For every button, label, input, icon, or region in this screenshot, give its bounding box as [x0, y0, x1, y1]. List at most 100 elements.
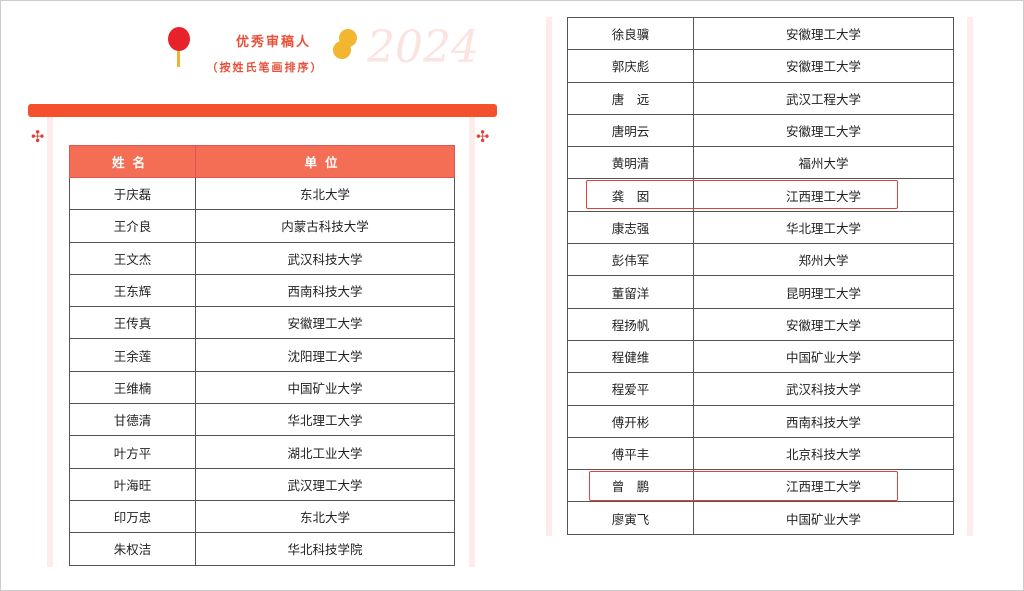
cell-name: 程健维	[567, 339, 694, 374]
cell-unit: 武汉科技大学	[693, 372, 954, 406]
table-row: 程健维 中国矿业大学	[567, 339, 954, 374]
cell-name: 廖寅飞	[567, 501, 694, 535]
table-row: 彭伟军 郑州大学	[567, 243, 954, 277]
scroll-banner-bar	[28, 104, 497, 117]
table-row: 王介良 内蒙古科技大学	[69, 209, 455, 243]
cell-name: 曾 鹏	[567, 469, 694, 503]
chinese-knot-icon: ✣	[476, 127, 490, 146]
cell-name: 唐 远	[567, 81, 694, 115]
table-row: 康志强 华北理工大学	[567, 210, 954, 245]
table-row: 徐良骥 安徽理工大学	[567, 16, 954, 51]
cell-name: 叶方平	[69, 435, 196, 469]
cell-unit: 郑州大学	[693, 243, 954, 277]
right-pole	[469, 117, 475, 567]
cell-name: 唐明云	[567, 113, 694, 148]
table-row: 董留洋 昆明理工大学	[567, 275, 954, 309]
cell-name: 王传真	[69, 306, 196, 340]
cell-unit: 安徽理工大学	[693, 16, 954, 51]
cell-unit: 中国矿业大学	[693, 339, 954, 374]
cell-name: 王介良	[69, 209, 196, 243]
cell-unit: 武汉科技大学	[195, 241, 455, 275]
table-row: 甘德清 华北理工大学	[69, 403, 455, 437]
cell-name: 徐良骥	[567, 16, 694, 51]
cell-name: 叶海旺	[69, 467, 196, 501]
cell-unit: 东北大学	[195, 499, 455, 534]
cell-name: 甘德清	[69, 403, 196, 437]
reviewer-table-right: 徐良骥 安徽理工大学 郭庆彪 安徽理工大学唐 远武汉工程大学 唐明云 安徽理工大学 黄明清福…	[567, 16, 954, 535]
cell-name: 于庆磊	[69, 176, 196, 211]
lantern-icon	[168, 27, 190, 51]
cell-name: 朱权洁	[69, 532, 196, 566]
cell-unit: 安徽理工大学	[693, 49, 954, 83]
table-row: 曾 鹏江西理工大学	[567, 469, 954, 503]
page-title: 优秀审稿人	[235, 35, 311, 50]
cell-unit: 安徽理工大学	[195, 306, 455, 340]
table-row: 郭庆彪 安徽理工大学	[567, 49, 954, 83]
highlight-box	[586, 180, 898, 209]
cell-unit: 东北大学	[195, 176, 455, 211]
cell-unit: 华北理工大学	[195, 403, 455, 437]
reviewer-table-left: 姓名 单位 于庆磊 东北大学 王介良 内蒙古科技大学 王文杰 武汉科技大学 王东辉 西南科技大…	[69, 145, 455, 566]
cell-name: 龚 囡	[567, 178, 694, 212]
cell-name: 康志强	[567, 210, 694, 245]
table-row: 黄明清 福州大学	[567, 146, 954, 180]
table-row: 龚 囡江西理工大学	[567, 178, 954, 212]
cell-name: 王余莲	[69, 338, 196, 372]
table-row: 程爱平 武汉科技大学	[567, 372, 954, 406]
coin-icon	[333, 41, 351, 59]
column-header-name: 姓名	[69, 145, 196, 178]
table-row: 傅开彬 西南科技大学	[567, 404, 954, 438]
left-pole	[47, 117, 53, 567]
cell-unit: 江西理工大学	[693, 469, 954, 503]
cell-name: 王文杰	[69, 241, 196, 275]
highlight-box	[589, 471, 898, 501]
chinese-knot-icon: ✣	[31, 127, 45, 146]
cell-name: 董留洋	[567, 275, 694, 309]
cell-unit: 福州大学	[693, 146, 954, 180]
table-row: 王传真 安徽理工大学	[69, 306, 455, 340]
cell-name: 王维楠	[69, 370, 196, 405]
cell-name: 程扬帆	[567, 307, 694, 341]
table-row: 廖寅飞 中国矿业大学	[567, 501, 954, 535]
cell-unit: 安徽理工大学	[693, 113, 954, 148]
cell-name: 傅平丰	[567, 436, 694, 471]
table-row: 唐 远武汉工程大学	[567, 81, 954, 115]
cell-unit: 华北理工大学	[693, 210, 954, 245]
cell-unit: 北京科技大学	[693, 436, 954, 471]
table-row: 王文杰 武汉科技大学	[69, 241, 455, 275]
page-subtitle: （按姓氏笔画排序）	[206, 61, 324, 74]
right-pole	[967, 17, 973, 536]
cell-name: 黄明清	[567, 146, 694, 180]
cell-unit: 武汉理工大学	[195, 467, 455, 501]
table-row: 叶海旺 武汉理工大学	[69, 467, 455, 501]
cell-unit: 江西理工大学	[693, 178, 954, 212]
cell-name: 程爱平	[567, 372, 694, 406]
cell-unit: 安徽理工大学	[693, 307, 954, 341]
table-row: 叶方平 湖北工业大学	[69, 435, 455, 469]
year-watermark: 2024	[367, 22, 479, 73]
table-row: 朱权洁 华北科技学院	[69, 532, 455, 566]
table-row: 傅平丰 北京科技大学	[567, 436, 954, 471]
cell-unit: 武汉工程大学	[693, 81, 954, 115]
table-row: 程扬帆 安徽理工大学	[567, 307, 954, 341]
cell-name: 彭伟军	[567, 243, 694, 277]
cell-unit: 昆明理工大学	[693, 275, 954, 309]
cell-unit: 西南科技大学	[195, 273, 455, 308]
cell-unit: 华北科技学院	[195, 532, 455, 566]
cell-unit: 中国矿业大学	[693, 501, 954, 535]
left-pole	[546, 17, 552, 536]
lantern-tassel-icon	[177, 51, 180, 67]
cell-unit: 湖北工业大学	[195, 435, 455, 469]
cell-name: 郭庆彪	[567, 49, 694, 83]
table-row: 王东辉 西南科技大学	[69, 273, 455, 308]
cell-unit: 沈阳理工大学	[195, 338, 455, 372]
table-row: 唐明云 安徽理工大学	[567, 113, 954, 148]
cell-unit: 中国矿业大学	[195, 370, 455, 405]
cell-unit: 西南科技大学	[693, 404, 954, 438]
cell-unit: 内蒙古科技大学	[195, 209, 455, 243]
cell-name: 印万忠	[69, 499, 196, 534]
table-row: 王维楠 中国矿业大学	[69, 370, 455, 405]
cell-name: 王东辉	[69, 273, 196, 308]
table-row: 印万忠 东北大学	[69, 499, 455, 534]
table-row: 于庆磊 东北大学	[69, 176, 455, 211]
